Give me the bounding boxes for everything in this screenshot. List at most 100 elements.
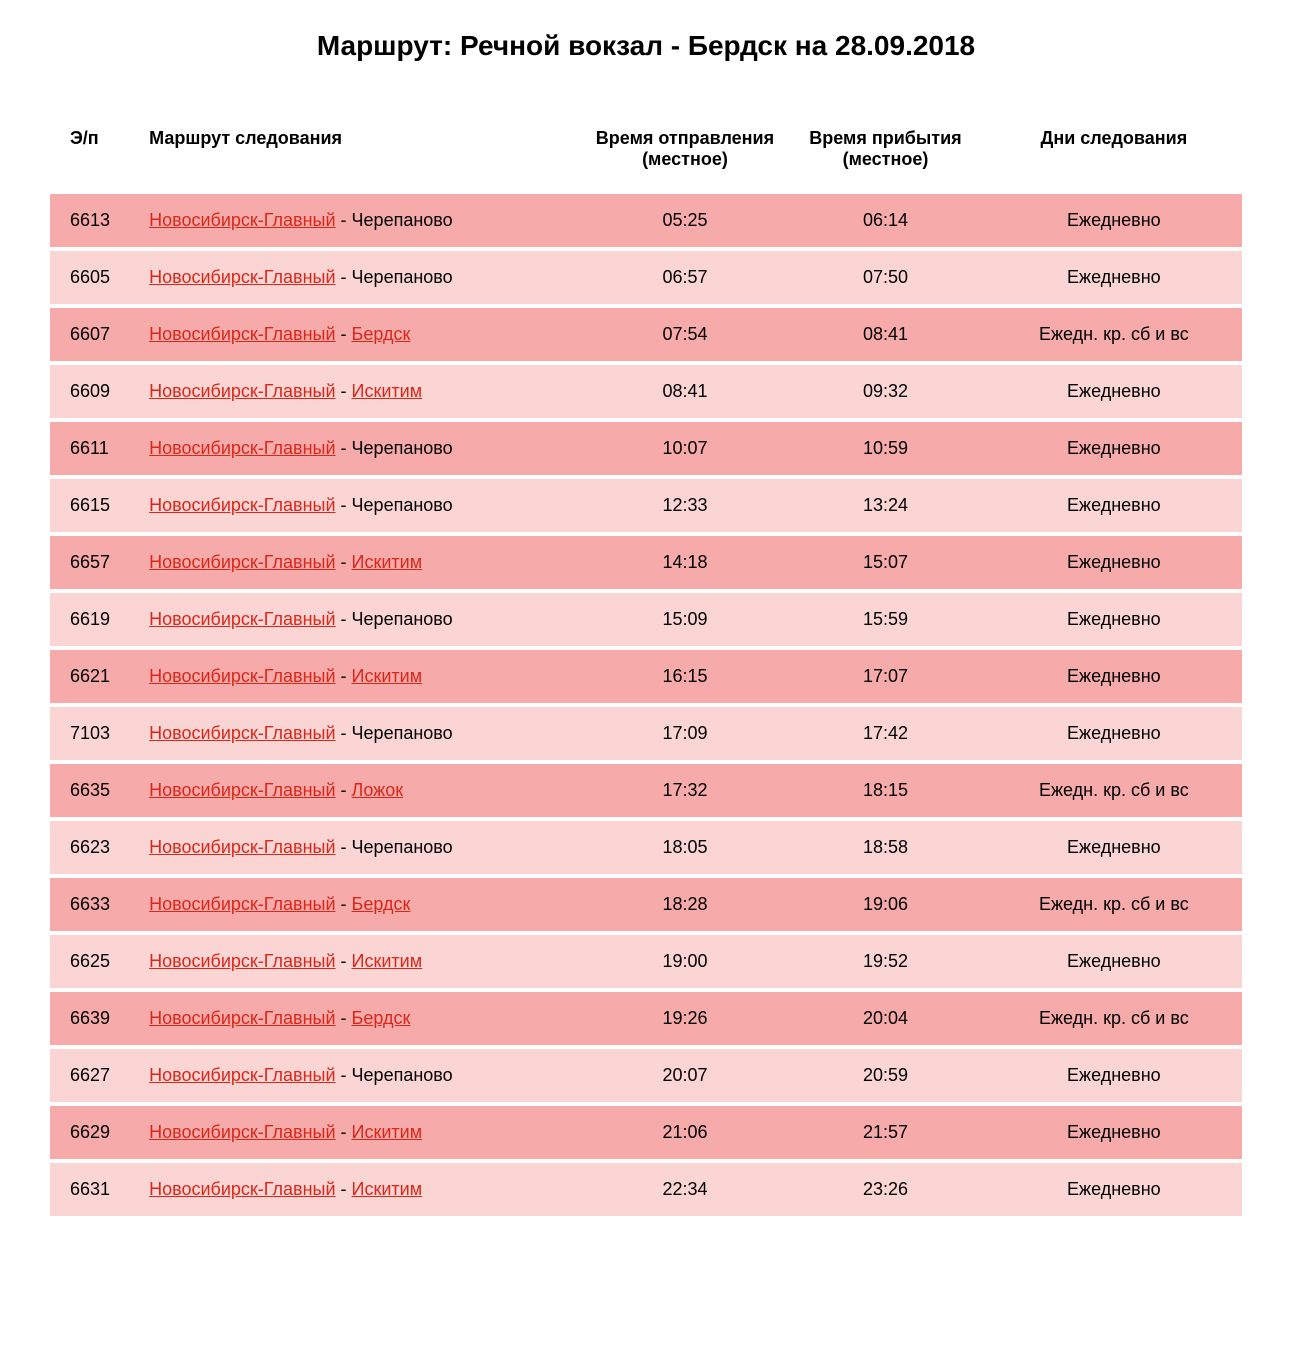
route-separator: - bbox=[336, 324, 352, 344]
cell-route: Новосибирск-Главный - Черепаново bbox=[139, 821, 585, 874]
route-from-link[interactable]: Новосибирск-Главный bbox=[149, 609, 335, 629]
cell-departure: 15:09 bbox=[585, 593, 786, 646]
route-to-link[interactable]: Искитим bbox=[352, 1179, 423, 1199]
route-from-link[interactable]: Новосибирск-Главный bbox=[149, 1008, 335, 1028]
route-from-link[interactable]: Новосибирск-Главный bbox=[149, 837, 335, 857]
route-to-link[interactable]: Бердск bbox=[352, 894, 411, 914]
route-to-link[interactable]: Бердск bbox=[352, 324, 411, 344]
table-row: 6623Новосибирск-Главный - Черепаново18:0… bbox=[50, 821, 1242, 874]
cell-train-id: 6625 bbox=[50, 935, 139, 988]
cell-arrival: 09:32 bbox=[785, 365, 986, 418]
route-from-link[interactable]: Новосибирск-Главный bbox=[149, 780, 335, 800]
route-from-link[interactable]: Новосибирск-Главный bbox=[149, 666, 335, 686]
route-from-link[interactable]: Новосибирск-Главный bbox=[149, 438, 335, 458]
cell-train-id: 6633 bbox=[50, 878, 139, 931]
cell-train-id: 6635 bbox=[50, 764, 139, 817]
route-to-link[interactable]: Искитим bbox=[352, 666, 423, 686]
page-title: Маршрут: Речной вокзал - Бердск на 28.09… bbox=[50, 30, 1242, 62]
cell-days: Ежедневно bbox=[986, 479, 1242, 532]
cell-departure: 08:41 bbox=[585, 365, 786, 418]
route-from-link[interactable]: Новосибирск-Главный bbox=[149, 381, 335, 401]
cell-route: Новосибирск-Главный - Ложок bbox=[139, 764, 585, 817]
cell-days: Ежедневно bbox=[986, 650, 1242, 703]
route-to-link[interactable]: Искитим bbox=[352, 552, 423, 572]
table-row: 6633Новосибирск-Главный - Бердск18:2819:… bbox=[50, 878, 1242, 931]
route-from-link[interactable]: Новосибирск-Главный bbox=[149, 1065, 335, 1085]
cell-days: Ежедн. кр. сб и вс bbox=[986, 308, 1242, 361]
route-to-link[interactable]: Искитим bbox=[352, 381, 423, 401]
cell-departure: 16:15 bbox=[585, 650, 786, 703]
cell-arrival: 15:07 bbox=[785, 536, 986, 589]
cell-departure: 10:07 bbox=[585, 422, 786, 475]
cell-arrival: 10:59 bbox=[785, 422, 986, 475]
cell-arrival: 17:07 bbox=[785, 650, 986, 703]
cell-days: Ежедневно bbox=[986, 422, 1242, 475]
route-from-link[interactable]: Новосибирск-Главный bbox=[149, 210, 335, 230]
cell-departure: 17:09 bbox=[585, 707, 786, 760]
route-to-link[interactable]: Бердск bbox=[352, 1008, 411, 1028]
cell-days: Ежедн. кр. сб и вс bbox=[986, 878, 1242, 931]
cell-route: Новосибирск-Главный - Черепаново bbox=[139, 194, 585, 247]
route-from-link[interactable]: Новосибирск-Главный bbox=[149, 1122, 335, 1142]
route-separator: - bbox=[336, 267, 352, 287]
schedule-table: Э/п Маршрут следования Время отправления… bbox=[50, 112, 1242, 1220]
cell-arrival: 18:15 bbox=[785, 764, 986, 817]
cell-days: Ежедн. кр. сб и вс bbox=[986, 992, 1242, 1045]
cell-route: Новосибирск-Главный - Бердск bbox=[139, 878, 585, 931]
route-from-link[interactable]: Новосибирск-Главный bbox=[149, 1179, 335, 1199]
cell-arrival: 06:14 bbox=[785, 194, 986, 247]
route-from-link[interactable]: Новосибирск-Главный bbox=[149, 951, 335, 971]
cell-route: Новосибирск-Главный - Искитим bbox=[139, 365, 585, 418]
route-from-link[interactable]: Новосибирск-Главный bbox=[149, 552, 335, 572]
route-from-link[interactable]: Новосибирск-Главный bbox=[149, 324, 335, 344]
route-from-link[interactable]: Новосибирск-Главный bbox=[149, 723, 335, 743]
cell-train-id: 6657 bbox=[50, 536, 139, 589]
cell-days: Ежедневно bbox=[986, 1106, 1242, 1159]
route-to-text: Черепаново bbox=[352, 1065, 453, 1085]
route-from-link[interactable]: Новосибирск-Главный bbox=[149, 495, 335, 515]
route-separator: - bbox=[336, 951, 352, 971]
route-separator: - bbox=[336, 1179, 352, 1199]
route-from-link[interactable]: Новосибирск-Главный bbox=[149, 894, 335, 914]
cell-route: Новосибирск-Главный - Искитим bbox=[139, 1163, 585, 1216]
cell-departure: 20:07 bbox=[585, 1049, 786, 1102]
cell-days: Ежедневно bbox=[986, 194, 1242, 247]
route-separator: - bbox=[336, 609, 352, 629]
cell-departure: 21:06 bbox=[585, 1106, 786, 1159]
cell-days: Ежедневно bbox=[986, 1049, 1242, 1102]
table-row: 6613Новосибирск-Главный - Черепаново05:2… bbox=[50, 194, 1242, 247]
table-row: 6631Новосибирск-Главный - Искитим22:3423… bbox=[50, 1163, 1242, 1216]
cell-departure: 18:05 bbox=[585, 821, 786, 874]
cell-departure: 07:54 bbox=[585, 308, 786, 361]
table-row: 6615Новосибирск-Главный - Черепаново12:3… bbox=[50, 479, 1242, 532]
cell-arrival: 20:04 bbox=[785, 992, 986, 1045]
table-row: 6627Новосибирск-Главный - Черепаново20:0… bbox=[50, 1049, 1242, 1102]
route-from-link[interactable]: Новосибирск-Главный bbox=[149, 267, 335, 287]
col-header-id: Э/п bbox=[50, 116, 139, 190]
cell-departure: 22:34 bbox=[585, 1163, 786, 1216]
table-row: 6619 Новосибирск-Главный - Черепаново 15:0… bbox=[50, 593, 1242, 646]
cell-arrival: 15:59 bbox=[785, 593, 986, 646]
cell-train-id: 6615 bbox=[50, 479, 139, 532]
cell-departure: 18:28 bbox=[585, 878, 786, 931]
route-to-link[interactable]: Ложок bbox=[352, 780, 404, 800]
cell-train-id: 6619 bbox=[50, 593, 139, 646]
route-separator: - bbox=[336, 1065, 352, 1085]
cell-route: Новосибирск-Главный - Черепаново bbox=[139, 251, 585, 304]
table-row: 6657Новосибирск-Главный - Искитим14:1815… bbox=[50, 536, 1242, 589]
route-separator: - bbox=[336, 381, 352, 401]
col-header-arrival: Время прибытия (местное) bbox=[785, 116, 986, 190]
cell-route: Новосибирск-Главный - Искитим bbox=[139, 1106, 585, 1159]
table-row: 6625Новосибирск-Главный - Искитим19:0019… bbox=[50, 935, 1242, 988]
table-row: 6609Новосибирск-Главный - Искитим08:4109… bbox=[50, 365, 1242, 418]
route-separator: - bbox=[336, 837, 352, 857]
route-to-text: Черепаново bbox=[352, 609, 453, 629]
cell-train-id: 6607 bbox=[50, 308, 139, 361]
route-to-link[interactable]: Искитим bbox=[352, 951, 423, 971]
cell-departure: 19:26 bbox=[585, 992, 786, 1045]
route-separator: - bbox=[336, 495, 352, 515]
table-header-row: Э/п Маршрут следования Время отправления… bbox=[50, 116, 1242, 190]
route-to-link[interactable]: Искитим bbox=[352, 1122, 423, 1142]
route-to-text: Черепаново bbox=[352, 837, 453, 857]
cell-train-id: 7103 bbox=[50, 707, 139, 760]
